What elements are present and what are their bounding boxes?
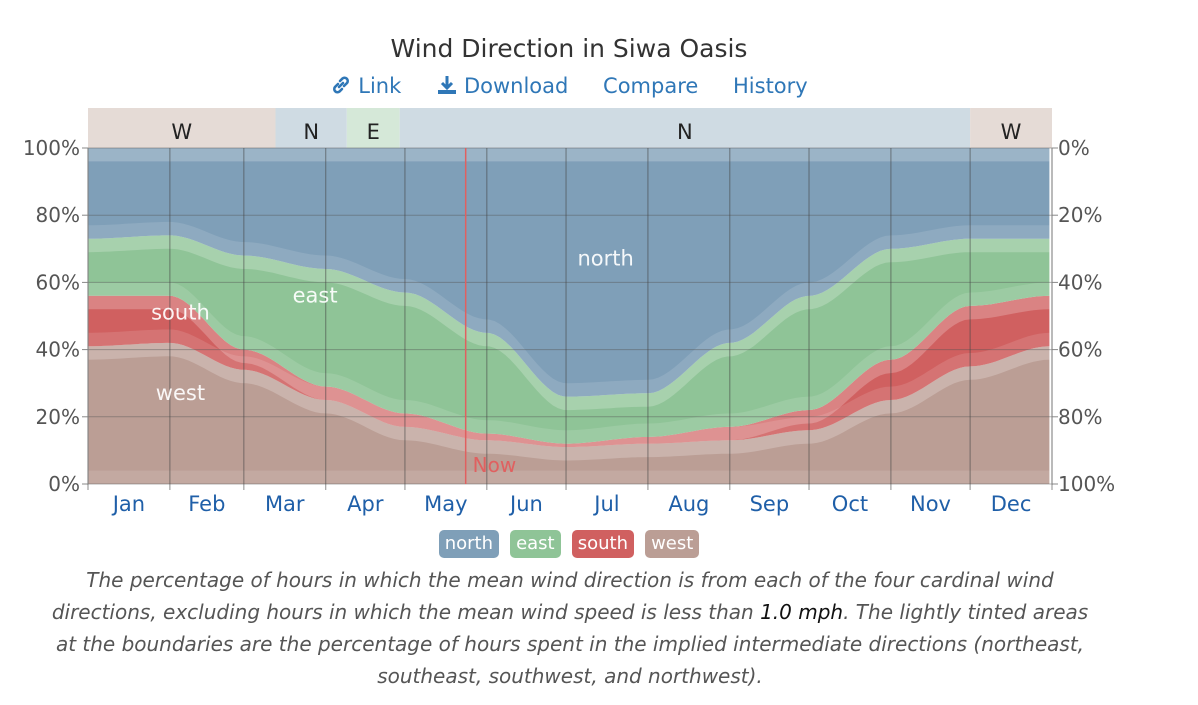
direction-band-3: [399, 108, 971, 148]
y-label-left: 0%: [48, 472, 80, 496]
area-label-west: west: [156, 381, 205, 405]
history-label: History: [733, 74, 808, 98]
month-label: Jan: [111, 492, 145, 516]
caption-text-1: The percentage of hours in which the mea…: [51, 568, 1054, 624]
month-label: Mar: [265, 492, 305, 516]
y-label-right: 60%: [1058, 338, 1102, 362]
month-label: Oct: [832, 492, 868, 516]
area-east-upper-tint: [88, 235, 1050, 411]
y-label-left: 40%: [36, 338, 80, 362]
link-icon: [333, 76, 350, 94]
area-label-east: east: [293, 284, 338, 308]
y-label-right: 80%: [1058, 405, 1102, 429]
wind-direction-chart: W N E N W 0% 100% 20% 80% 40% 60% 60% 40% 80% 20% 100% 0…: [23, 108, 1115, 516]
direction-band-label: E: [367, 120, 380, 144]
caption-text-2: . The lightly tinted areas at the bounda…: [55, 600, 1089, 688]
area-label-south: south: [151, 300, 210, 324]
month-label: Apr: [347, 492, 384, 516]
y-label-right: 0%: [1058, 136, 1090, 160]
y-label-right: 100%: [1058, 472, 1115, 496]
toolbar-links: Link Download Compare History: [0, 74, 1138, 98]
now-label: Now: [473, 453, 517, 477]
legend-south[interactable]: south: [571, 530, 634, 558]
link-button[interactable]: Link: [330, 74, 401, 98]
direction-band-0: [88, 108, 276, 148]
y-label-left: 20%: [36, 405, 80, 429]
compare-button[interactable]: Compare: [603, 74, 698, 98]
compare-label: Compare: [603, 74, 699, 98]
direction-band-1: [275, 108, 347, 148]
caption-wind-speed: 1.0 mph: [760, 600, 844, 624]
legend-north[interactable]: north: [438, 530, 499, 558]
month-label: Dec: [991, 492, 1032, 516]
direction-band-label: N: [677, 120, 693, 144]
y-label-right: 20%: [1058, 203, 1102, 227]
download-label: Download: [463, 74, 569, 98]
area-south: [88, 295, 1050, 447]
link-label: Link: [358, 74, 402, 98]
legend: north east south west: [0, 530, 1138, 558]
direction-band-2: [346, 108, 400, 148]
area-south-upper-tint: [88, 295, 1050, 447]
y-label-left: 80%: [36, 203, 80, 227]
download-icon: [437, 76, 456, 94]
y-label-left: 60%: [36, 270, 80, 294]
legend-east[interactable]: east: [510, 530, 561, 558]
direction-band-label: W: [1001, 120, 1022, 144]
area-north-lower-tint: [88, 221, 1050, 397]
direction-band-4: [970, 108, 1052, 148]
area-north-upper-tint: [88, 148, 1050, 162]
history-button[interactable]: History: [733, 74, 808, 98]
direction-band-label: N: [303, 120, 319, 144]
month-label: Jul: [592, 492, 619, 516]
month-label: Aug: [668, 492, 709, 516]
area-label-north: north: [577, 247, 633, 271]
y-label-right: 40%: [1058, 270, 1102, 294]
legend-west[interactable]: west: [645, 530, 700, 558]
area-west-lower-tint: [88, 470, 1050, 484]
month-label: Nov: [910, 492, 951, 516]
download-button[interactable]: Download: [436, 74, 568, 98]
chart-caption: The percentage of hours in which the mea…: [50, 564, 1090, 692]
direction-band-label: W: [171, 120, 192, 144]
month-label: Jun: [508, 492, 543, 516]
chart-title: Wind Direction in Siwa Oasis: [390, 34, 748, 63]
y-label-left: 100%: [23, 136, 80, 160]
month-label: May: [424, 492, 467, 516]
month-label: Sep: [750, 492, 790, 516]
month-label: Feb: [188, 492, 225, 516]
